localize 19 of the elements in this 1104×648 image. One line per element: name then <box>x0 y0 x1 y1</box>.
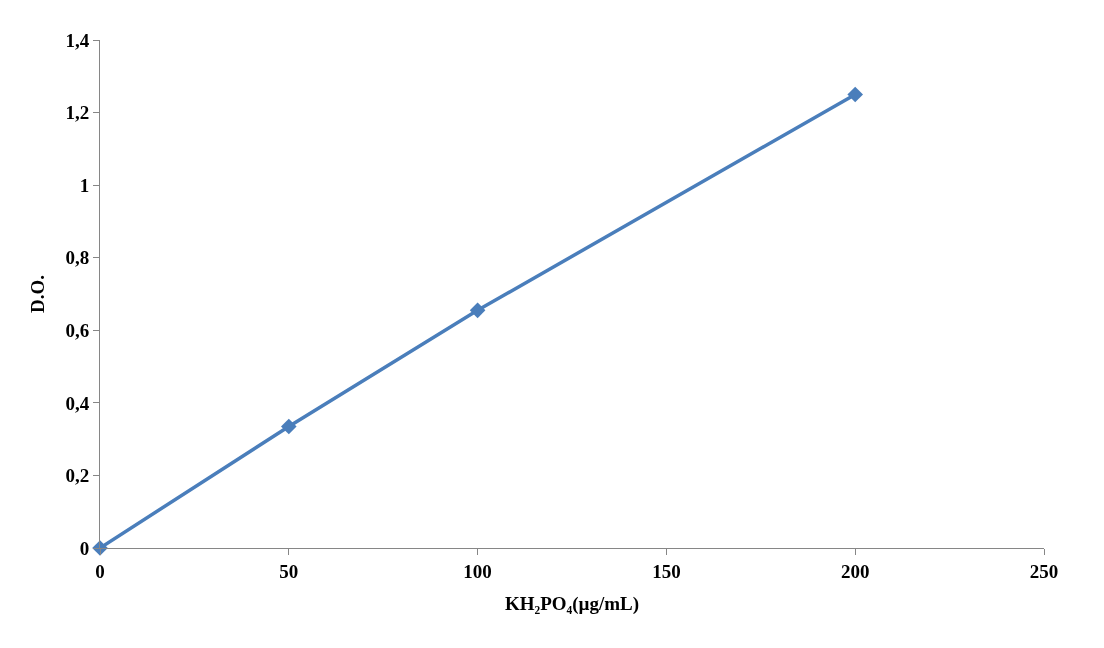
point <box>281 418 297 435</box>
y-tick-label: 0,8 <box>65 247 90 269</box>
x-tick-label: 200 <box>840 560 870 582</box>
y-axis-title: D.O. <box>27 275 49 313</box>
x-tick-label: 0 <box>95 560 105 582</box>
y-tick-label: 0,2 <box>65 465 90 487</box>
y-tick-label: 0,4 <box>65 392 90 414</box>
point <box>847 86 863 103</box>
y-tick-label: 0 <box>79 537 90 559</box>
y-tick-label: 1 <box>79 174 90 196</box>
y-tick-label: 1,2 <box>65 102 90 124</box>
x-axis-title: KH₂PO₄(µg/mL) <box>504 592 640 615</box>
y-tick-label: 0,6 <box>65 319 90 341</box>
x-tick-label: 100 <box>463 560 492 582</box>
y-tick-label: 1,4 <box>65 29 90 51</box>
x-tick-label: 150 <box>652 560 681 582</box>
x-tick-label: 250 <box>1029 560 1059 582</box>
x-tick-label: 50 <box>279 560 299 582</box>
point <box>469 302 486 319</box>
